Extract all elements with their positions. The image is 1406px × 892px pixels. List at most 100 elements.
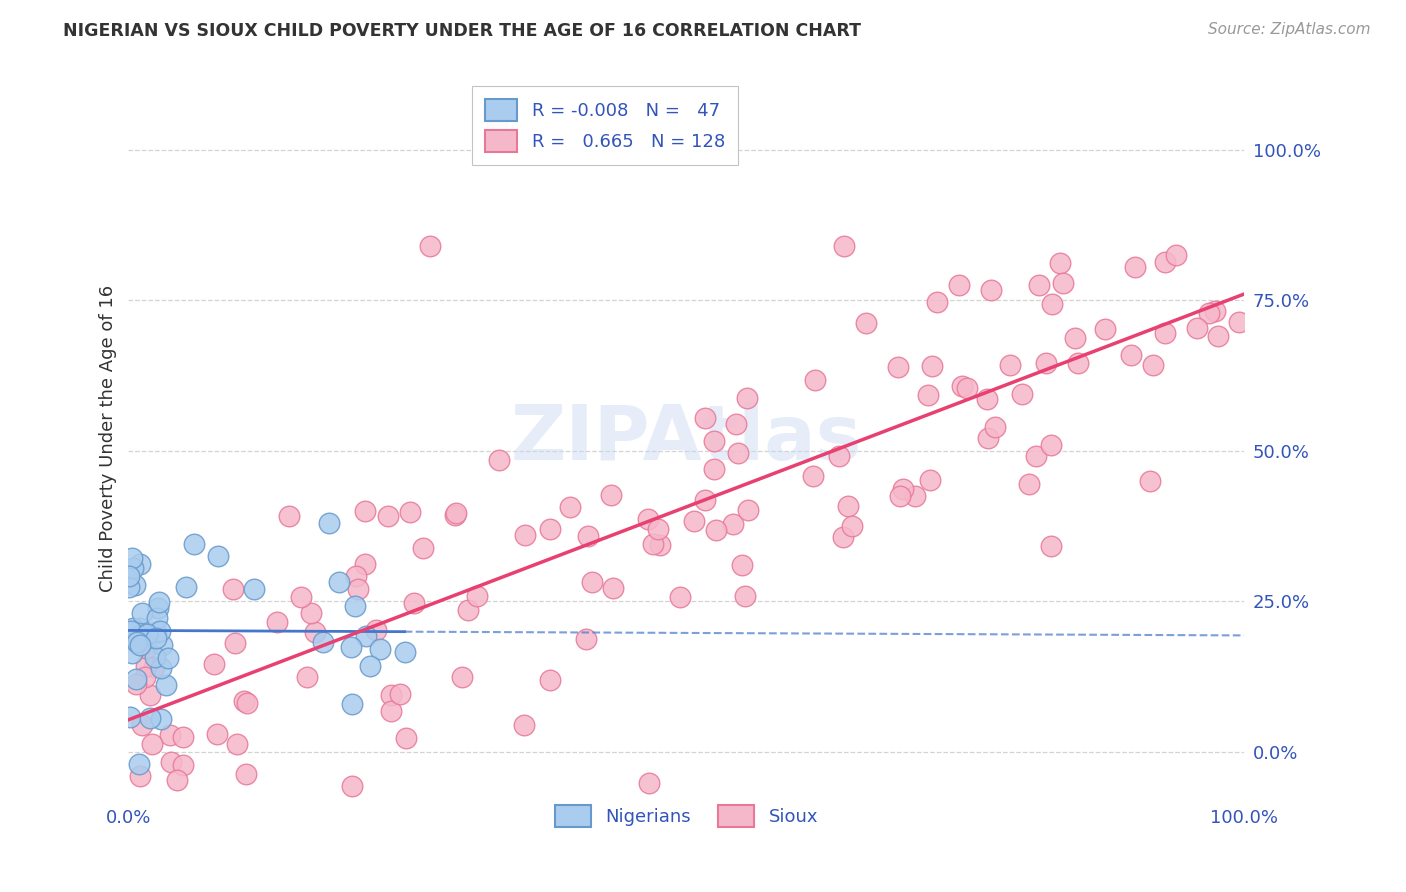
- Point: [222, 582, 245, 596]
- Point: [380, 704, 402, 718]
- Y-axis label: Child Poverty Under the Age of 16: Child Poverty Under the Age of 16: [100, 285, 117, 592]
- Point: [328, 574, 350, 589]
- Point: [637, 512, 659, 526]
- Point: [224, 636, 246, 650]
- Point: [145, 625, 167, 640]
- Point: [146, 610, 169, 624]
- Point: [1123, 260, 1146, 274]
- Point: [669, 591, 692, 605]
- Point: [1035, 356, 1057, 370]
- Point: [368, 642, 391, 657]
- Point: [891, 482, 914, 496]
- Point: [419, 239, 441, 253]
- Point: [380, 688, 402, 702]
- Point: [451, 670, 474, 684]
- Point: [343, 599, 366, 614]
- Point: [703, 462, 725, 476]
- Point: [117, 580, 139, 594]
- Point: [1166, 248, 1188, 262]
- Point: [290, 591, 312, 605]
- Point: [150, 638, 173, 652]
- Point: [299, 606, 322, 620]
- Point: [465, 589, 488, 603]
- Point: [1052, 277, 1074, 291]
- Text: NIGERIAN VS SIOUX CHILD POVERTY UNDER THE AGE OF 16 CORRELATION CHART: NIGERIAN VS SIOUX CHILD POVERTY UNDER TH…: [63, 22, 862, 40]
- Point: [734, 589, 756, 603]
- Point: [172, 731, 194, 745]
- Point: [131, 718, 153, 732]
- Point: [1094, 322, 1116, 336]
- Point: [1018, 476, 1040, 491]
- Point: [637, 775, 659, 789]
- Point: [346, 582, 368, 596]
- Point: [143, 659, 166, 673]
- Point: [135, 627, 157, 641]
- Point: [443, 508, 465, 522]
- Point: [124, 672, 146, 686]
- Point: [984, 420, 1007, 434]
- Point: [925, 295, 948, 310]
- Point: [693, 492, 716, 507]
- Point: [125, 677, 148, 691]
- Point: [131, 606, 153, 620]
- Point: [160, 755, 183, 769]
- Point: [735, 392, 758, 406]
- Point: [412, 541, 434, 556]
- Point: [125, 634, 148, 648]
- Point: [1025, 449, 1047, 463]
- Point: [121, 550, 143, 565]
- Point: [166, 773, 188, 788]
- Point: [278, 509, 301, 524]
- Point: [232, 694, 254, 708]
- Point: [538, 673, 561, 687]
- Point: [117, 631, 139, 645]
- Point: [149, 661, 172, 675]
- Point: [149, 624, 172, 638]
- Point: [920, 473, 942, 487]
- Point: [558, 500, 581, 515]
- Point: [344, 569, 367, 583]
- Point: [124, 578, 146, 592]
- Point: [730, 558, 752, 572]
- Point: [647, 523, 669, 537]
- Point: [803, 468, 825, 483]
- Point: [205, 727, 228, 741]
- Point: [172, 758, 194, 772]
- Point: [318, 516, 340, 530]
- Point: [1000, 358, 1022, 372]
- Point: [977, 431, 1000, 445]
- Point: [359, 658, 381, 673]
- Point: [354, 557, 377, 571]
- Point: [399, 505, 422, 519]
- Point: [266, 615, 288, 630]
- Point: [225, 737, 247, 751]
- Point: [120, 624, 142, 638]
- Point: [834, 239, 856, 253]
- Point: [394, 645, 416, 659]
- Point: [156, 651, 179, 665]
- Point: [855, 316, 877, 330]
- Point: [235, 767, 257, 781]
- Point: [683, 514, 706, 528]
- Point: [389, 687, 412, 701]
- Point: [1042, 296, 1064, 310]
- Point: [457, 603, 479, 617]
- Point: [120, 710, 142, 724]
- Point: [575, 632, 598, 646]
- Point: [207, 549, 229, 564]
- Point: [236, 696, 259, 710]
- Point: [202, 657, 225, 671]
- Point: [377, 509, 399, 524]
- Point: [917, 388, 939, 402]
- Point: [353, 504, 375, 518]
- Point: [135, 659, 157, 673]
- Point: [1142, 358, 1164, 372]
- Point: [1206, 329, 1229, 343]
- Point: [602, 582, 624, 596]
- Point: [134, 670, 156, 684]
- Point: [488, 453, 510, 467]
- Point: [889, 489, 911, 503]
- Point: [980, 283, 1002, 297]
- Point: [513, 718, 536, 732]
- Point: [704, 523, 727, 537]
